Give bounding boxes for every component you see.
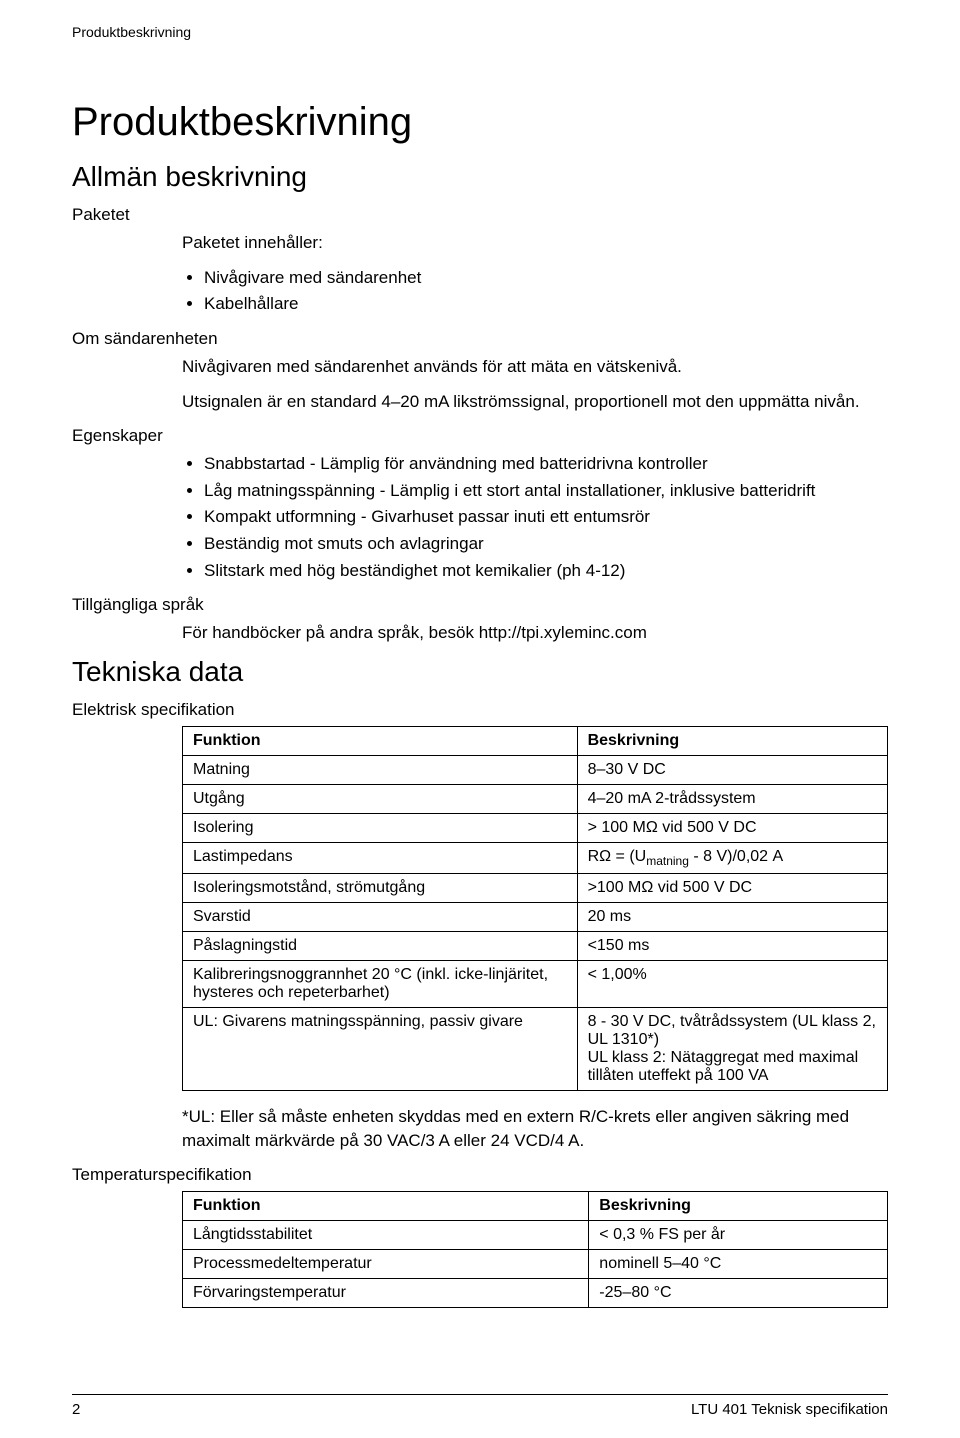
table-row: Matning8–30 V DC (183, 756, 888, 785)
paketet-block: Paketet innehåller: Nivågivare med sända… (182, 231, 888, 317)
paketet-list: Nivågivare med sändarenhet Kabelhållare (182, 266, 888, 317)
cell-desc: <150 ms (577, 932, 887, 961)
table-row: Utgång4–20 mA 2-trådssystem (183, 785, 888, 814)
list-item: Nivågivare med sändarenhet (204, 266, 888, 291)
list-item: Beständig mot smuts och avlagringar (204, 532, 888, 557)
col-func: Funktion (183, 727, 578, 756)
col-desc: Beskrivning (589, 1191, 888, 1220)
table-row: Långtidsstabilitet< 0,3 % FS per år (183, 1220, 888, 1249)
label-sprak: Tillgängliga språk (72, 595, 888, 615)
page: Produktbeskrivning Produktbeskrivning Al… (0, 0, 960, 1438)
cell-func: Kalibreringsnoggrannhet 20 °C (inkl. ick… (183, 961, 578, 1008)
label-elektrisk: Elektrisk specifikation (72, 700, 888, 720)
table-row: Kalibreringsnoggrannhet 20 °C (inkl. ick… (183, 961, 888, 1008)
table-row: Isolering> 100 MΩ vid 500 V DC (183, 814, 888, 843)
paketet-intro: Paketet innehåller: (182, 231, 888, 256)
table-row: Processmedeltemperaturnominell 5–40 °C (183, 1249, 888, 1278)
temp-table-wrap: Funktion Beskrivning Långtidsstabilitet<… (182, 1191, 888, 1308)
table-row: Påslagningstid<150 ms (183, 932, 888, 961)
table-header-row: Funktion Beskrivning (183, 727, 888, 756)
egenskaper-list: Snabbstartad - Lämplig för användning me… (182, 452, 888, 583)
cell-desc: < 0,3 % FS per år (589, 1220, 888, 1249)
temp-table: Funktion Beskrivning Långtidsstabilitet<… (182, 1191, 888, 1308)
cell-func: Processmedeltemperatur (183, 1249, 589, 1278)
om-p2: Utsignalen är en standard 4–20 mA likstr… (182, 390, 888, 415)
table-row: UL: Givarens matningsspänning, passiv gi… (183, 1008, 888, 1091)
page-title: Produktbeskrivning (72, 100, 888, 145)
cell-func: Matning (183, 756, 578, 785)
cell-desc: nominell 5–40 °C (589, 1249, 888, 1278)
page-footer: 2 LTU 401 Teknisk specifikation (72, 1394, 888, 1418)
sprak-text: För handböcker på andra språk, besök htt… (182, 621, 888, 646)
cell-func: Isoleringsmotstånd, strömutgång (183, 874, 578, 903)
cell-desc: 20 ms (577, 903, 887, 932)
table-row: LastimpedansRΩ = (Umatning - 8 V)/0,02 A (183, 843, 888, 874)
cell-desc: -25–80 °C (589, 1278, 888, 1307)
list-item: Slitstark med hög beständighet mot kemik… (204, 559, 888, 584)
list-item: Kompakt utformning - Givarhuset passar i… (204, 505, 888, 530)
cell-func: Lastimpedans (183, 843, 578, 874)
cell-desc: 8 - 30 V DC, tvåtrådssystem (UL klass 2,… (577, 1008, 887, 1091)
cell-func: Påslagningstid (183, 932, 578, 961)
sprak-block: För handböcker på andra språk, besök htt… (182, 621, 888, 646)
table-header-row: Funktion Beskrivning (183, 1191, 888, 1220)
col-desc: Beskrivning (577, 727, 887, 756)
table-row: Isoleringsmotstånd, strömutgång>100 MΩ v… (183, 874, 888, 903)
page-number: 2 (72, 1401, 80, 1418)
label-temp: Temperaturspecifikation (72, 1165, 888, 1185)
label-paketet: Paketet (72, 205, 888, 225)
elektrisk-table-wrap: Funktion Beskrivning Matning8–30 V DCUtg… (182, 726, 888, 1091)
cell-desc: 8–30 V DC (577, 756, 887, 785)
section-general: Allmän beskrivning (72, 161, 888, 193)
cell-desc: < 1,00% (577, 961, 887, 1008)
table-row: Svarstid20 ms (183, 903, 888, 932)
elektrisk-table: Funktion Beskrivning Matning8–30 V DCUtg… (182, 726, 888, 1091)
cell-desc: RΩ = (Umatning - 8 V)/0,02 A (577, 843, 887, 874)
cell-func: Svarstid (183, 903, 578, 932)
cell-func: UL: Givarens matningsspänning, passiv gi… (183, 1008, 578, 1091)
om-block: Nivågivaren med sändarenhet används för … (182, 355, 888, 414)
list-item: Snabbstartad - Lämplig för användning me… (204, 452, 888, 477)
elektrisk-footnote: *UL: Eller så måste enheten skyddas med … (182, 1105, 888, 1153)
egenskaper-block: Snabbstartad - Lämplig för användning me… (182, 452, 888, 583)
table-row: Förvaringstemperatur-25–80 °C (183, 1278, 888, 1307)
col-func: Funktion (183, 1191, 589, 1220)
list-item: Kabelhållare (204, 292, 888, 317)
cell-func: Långtidsstabilitet (183, 1220, 589, 1249)
cell-func: Utgång (183, 785, 578, 814)
list-item: Låg matningsspänning - Lämplig i ett sto… (204, 479, 888, 504)
cell-desc: > 100 MΩ vid 500 V DC (577, 814, 887, 843)
cell-desc: >100 MΩ vid 500 V DC (577, 874, 887, 903)
running-header: Produktbeskrivning (72, 24, 888, 40)
cell-desc: 4–20 mA 2-trådssystem (577, 785, 887, 814)
cell-func: Förvaringstemperatur (183, 1278, 589, 1307)
label-egenskaper: Egenskaper (72, 426, 888, 446)
section-tech: Tekniska data (72, 656, 888, 688)
om-p1: Nivågivaren med sändarenhet används för … (182, 355, 888, 380)
cell-func: Isolering (183, 814, 578, 843)
doc-id: LTU 401 Teknisk specifikation (691, 1401, 888, 1418)
label-om: Om sändarenheten (72, 329, 888, 349)
